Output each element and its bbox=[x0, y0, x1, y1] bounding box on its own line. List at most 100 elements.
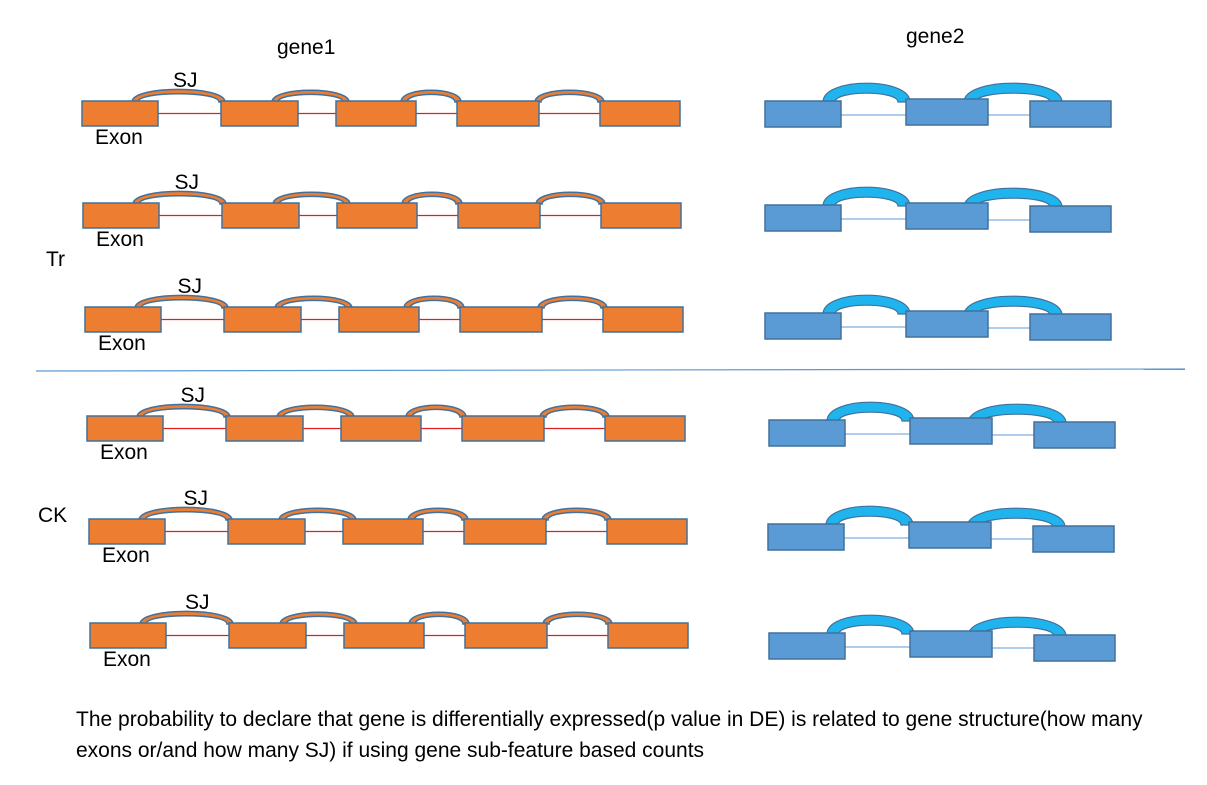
exon-box bbox=[905, 202, 989, 230]
gene1-replicate: SJ Exon bbox=[82, 171, 682, 251]
gene2-replicate bbox=[764, 82, 1112, 128]
exon-box bbox=[1029, 205, 1112, 233]
exon-box bbox=[342, 518, 424, 545]
exon-label: Exon bbox=[98, 332, 146, 355]
gene1-replicate: SJ Exon bbox=[84, 275, 684, 355]
exon-box bbox=[343, 622, 425, 649]
splice-junction-arc bbox=[274, 295, 353, 309]
exon-box bbox=[767, 523, 845, 551]
exon-box bbox=[335, 100, 417, 127]
gene2-replicates bbox=[764, 82, 1116, 662]
splice-junction-arc bbox=[408, 611, 470, 625]
exon-box bbox=[905, 98, 989, 126]
exon-box bbox=[338, 306, 420, 333]
exon-box bbox=[764, 312, 842, 340]
splice-junction-arc bbox=[822, 82, 911, 103]
exon-box bbox=[1033, 634, 1116, 662]
exon-box bbox=[905, 310, 989, 338]
exon-box bbox=[228, 622, 307, 649]
exon-box bbox=[1033, 421, 1116, 449]
exon-box bbox=[764, 100, 842, 128]
exon-box bbox=[909, 630, 993, 658]
exon-box bbox=[1029, 313, 1112, 341]
exon-box bbox=[606, 518, 688, 545]
exon-box bbox=[223, 306, 302, 333]
sj-label: SJ bbox=[185, 591, 210, 614]
splice-junction-arc bbox=[541, 507, 612, 521]
exon-box bbox=[456, 100, 540, 127]
group-divider bbox=[35, 368, 1186, 372]
sj-label: SJ bbox=[178, 275, 203, 298]
exon-label: Exon bbox=[95, 126, 143, 149]
exon-box bbox=[84, 306, 162, 333]
exon-box bbox=[607, 622, 689, 649]
exon-box bbox=[464, 622, 548, 649]
splice-junction-arc bbox=[401, 191, 463, 205]
sj-label: SJ bbox=[184, 487, 209, 510]
exon-box bbox=[225, 415, 304, 442]
gene2-title: gene2 bbox=[906, 25, 964, 48]
splice-junction-arc bbox=[537, 295, 608, 309]
exon-box bbox=[768, 632, 846, 660]
exon-box bbox=[82, 202, 160, 229]
splice-junction-arc bbox=[826, 401, 915, 422]
gene2-replicate bbox=[767, 505, 1115, 553]
caption-text: The probability to declare that gene is … bbox=[76, 708, 1143, 762]
exon-box bbox=[340, 415, 422, 442]
splice-junction-arc bbox=[826, 614, 915, 635]
exon-box bbox=[336, 202, 418, 229]
exon-box bbox=[463, 518, 547, 545]
splice-junction-arc bbox=[542, 611, 613, 625]
splice-junction-arc bbox=[278, 507, 357, 521]
exon-label: Exon bbox=[102, 544, 150, 567]
gene1-replicate: SJ Exon bbox=[89, 591, 689, 671]
sj-label: SJ bbox=[175, 171, 200, 194]
exon-box bbox=[600, 202, 682, 229]
splice-junction-arc bbox=[407, 507, 469, 521]
gene2-replicate bbox=[768, 614, 1116, 662]
gene2-replicate bbox=[764, 186, 1112, 233]
exon-box bbox=[89, 622, 167, 649]
exon-box bbox=[909, 417, 993, 445]
gene1-replicate: SJ Exon bbox=[86, 384, 686, 464]
exon-label: Exon bbox=[96, 228, 144, 251]
splice-junction-arc bbox=[535, 191, 606, 205]
exon-box bbox=[86, 415, 164, 442]
exon-box bbox=[88, 518, 166, 545]
exon-box bbox=[908, 521, 992, 549]
splice-junction-arc bbox=[272, 191, 351, 205]
exon-box bbox=[457, 202, 541, 229]
splice-junction-arc bbox=[400, 89, 462, 103]
group-label-tr: Tr bbox=[46, 248, 65, 271]
exon-box bbox=[81, 100, 159, 127]
exon-box bbox=[1032, 525, 1115, 553]
sj-label: SJ bbox=[181, 384, 206, 407]
splice-junction-arc bbox=[276, 404, 355, 418]
splice-junction-arc bbox=[822, 186, 911, 207]
exon-box bbox=[459, 306, 543, 333]
exon-label: Exon bbox=[103, 648, 151, 671]
exon-box bbox=[768, 419, 846, 447]
gene1-replicates: SJ Exon SJ Exon SJ Exon SJ Exon SJ Exon SJ Exon bbox=[81, 69, 689, 671]
exon-box bbox=[764, 204, 842, 232]
gene1-replicate: SJ Exon bbox=[81, 69, 681, 149]
splice-junction-arc bbox=[822, 294, 911, 315]
exon-box bbox=[599, 100, 681, 127]
splice-junction-arc bbox=[534, 89, 605, 103]
sj-label: SJ bbox=[173, 69, 198, 92]
exon-box bbox=[461, 415, 545, 442]
exon-box bbox=[220, 100, 299, 127]
exon-label: Exon bbox=[100, 441, 148, 464]
splice-junction-arc bbox=[271, 89, 350, 103]
gene1-title: gene1 bbox=[277, 36, 335, 59]
exon-box bbox=[602, 306, 684, 333]
exon-box bbox=[1029, 100, 1112, 128]
splice-junction-arc bbox=[403, 295, 465, 309]
splice-junction-arc bbox=[279, 611, 358, 625]
exon-box bbox=[227, 518, 306, 545]
exon-box bbox=[604, 415, 686, 442]
gene2-replicate bbox=[768, 401, 1116, 449]
splice-junction-arc bbox=[539, 404, 610, 418]
splice-junction-arc bbox=[405, 404, 467, 418]
